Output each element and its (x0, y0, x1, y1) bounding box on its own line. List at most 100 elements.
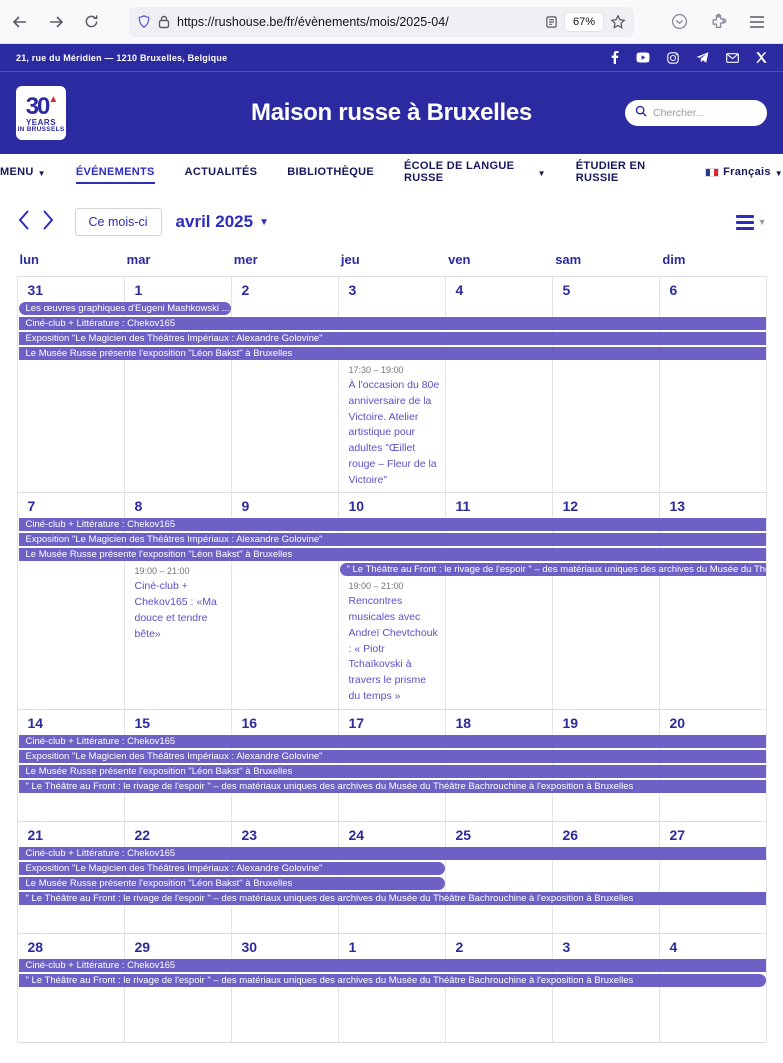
event-bar[interactable]: Le Musée Russe présente l'exposition "Lé… (18, 548, 766, 562)
event-bar[interactable]: Le Musée Russe présente l'exposition "Lé… (18, 876, 445, 890)
day-number[interactable]: 3 (562, 938, 571, 955)
nav-item-evenements[interactable]: ÉVÉNEMENTS (75, 160, 155, 184)
youtube-icon[interactable] (636, 52, 650, 63)
day-number[interactable]: 2 (455, 938, 464, 955)
day-number[interactable]: 14 (27, 714, 44, 731)
reader-mode-icon[interactable] (545, 15, 558, 29)
browser-chrome: https://rushouse.be/fr/évènements/mois/2… (0, 0, 783, 44)
nav-item-label: ÉCOLE DE LANGUE RUSSE (404, 160, 515, 184)
event-time: 17:30 – 19:00 (348, 365, 404, 375)
day-number[interactable]: 4 (669, 938, 678, 955)
zoom-level-badge[interactable]: 67% (564, 12, 603, 31)
event-bar[interactable]: " Le Théâtre au Front : le rivage de l'e… (18, 779, 766, 793)
x-twitter-icon[interactable] (756, 52, 767, 63)
nav-item-etudier-en-russie[interactable]: ÉTUDIER EN RUSSIE (576, 154, 675, 190)
day-number[interactable]: 3 (348, 282, 357, 298)
view-switcher[interactable]: ▼ (735, 214, 767, 230)
event-bar[interactable]: " Le Théâtre au Front : le rivage de l'e… (339, 563, 766, 577)
event-bar[interactable]: Le Musée Russe présente l'exposition "Lé… (18, 347, 766, 360)
instagram-icon[interactable] (667, 51, 679, 64)
tracking-shield-icon[interactable] (137, 14, 151, 29)
day-number[interactable]: 25 (455, 826, 472, 843)
extensions-puzzle-icon[interactable] (710, 13, 727, 30)
day-number[interactable]: 22 (134, 826, 151, 843)
day-number[interactable]: 4 (455, 282, 464, 298)
nav-item-menu[interactable]: MENU ▼ (0, 160, 46, 184)
nav-item-label: Français (723, 166, 771, 178)
day-number[interactable]: 13 (669, 498, 686, 515)
calendar-toolbar: Ce mois-ci avril 2025 ▼ ▼ (17, 190, 767, 252)
event-bar[interactable]: " Le Théâtre au Front : le rivage de l'e… (18, 973, 766, 987)
day-number[interactable]: 2 (241, 282, 250, 298)
back-icon[interactable] (12, 14, 28, 30)
day-number[interactable]: 18 (455, 714, 472, 731)
day-number[interactable]: 26 (562, 826, 579, 843)
day-number[interactable]: 30 (241, 938, 258, 955)
next-month-button[interactable] (42, 209, 55, 236)
email-icon[interactable] (726, 52, 739, 63)
event-bar[interactable]: Ciné-club + Littérature : Chekov165 (18, 734, 766, 748)
dow-label-dim: dim (662, 252, 686, 267)
day-number[interactable]: 21 (27, 826, 44, 843)
nav-item-ecole-de-langue-russe[interactable]: ÉCOLE DE LANGUE RUSSE ▼ (404, 154, 546, 190)
dow-label-sam: sam (555, 252, 582, 267)
day-number[interactable]: 23 (241, 826, 258, 843)
search-input[interactable] (653, 107, 757, 119)
day-number[interactable]: 7 (27, 498, 36, 515)
day-number[interactable]: 8 (134, 498, 143, 515)
url-bar[interactable]: https://rushouse.be/fr/évènements/mois/2… (129, 6, 634, 37)
search-box[interactable] (625, 100, 767, 126)
day-number[interactable]: 27 (669, 826, 686, 843)
day-number[interactable]: 28 (27, 938, 44, 955)
bookmark-star-icon[interactable] (610, 13, 626, 30)
day-number[interactable]: 31 (27, 282, 44, 298)
nav-item-francais[interactable]: Français ▼ (705, 160, 783, 184)
event-bar[interactable]: Le Musée Russe présente l'exposition "Lé… (18, 764, 766, 778)
timed-event[interactable]: 19:00 – 21:00 Ciné-club + Chekov165 : «Ma… (125, 563, 232, 708)
event-bar[interactable]: Ciné-club + Littérature : Chekov165 (18, 958, 766, 972)
day-number[interactable]: 16 (241, 714, 258, 731)
event-bar[interactable]: Ciné-club + Littérature : Chekov165 (18, 317, 766, 330)
telegram-icon[interactable] (696, 52, 709, 63)
month-title-dropdown[interactable]: avril 2025 ▼ (175, 212, 269, 231)
site-header: 30▲ YEARS IN BRUSSELS Maison russe à Bru… (0, 72, 783, 154)
event-bar[interactable]: Les œuvres graphiques d'Eugeni Mashkowsk… (18, 302, 231, 315)
calendar-week: 21 22 23 24 25 26 27 Ciné-club + Littérature : … (16, 820, 767, 933)
event-bar[interactable]: " Le Théâtre au Front : le rivage de l'e… (18, 891, 766, 905)
menu-hamburger-icon[interactable] (749, 15, 765, 29)
day-number[interactable]: 6 (669, 282, 678, 298)
pocket-icon[interactable] (671, 13, 688, 30)
reload-icon[interactable] (84, 14, 99, 29)
day-number[interactable]: 1 (134, 282, 143, 298)
timed-event[interactable]: 17:30 – 19:00 À l'occasion du 80e anniver… (339, 362, 446, 492)
site-logo[interactable]: 30▲ YEARS IN BRUSSELS (16, 86, 66, 140)
day-number[interactable]: 9 (241, 498, 250, 515)
nav-item-bibliotheque[interactable]: BIBLIOTHÈQUE (287, 160, 374, 184)
url-text[interactable]: https://rushouse.be/fr/évènements/mois/2… (177, 14, 449, 29)
facebook-icon[interactable] (611, 51, 619, 64)
event-bar[interactable]: Ciné-club + Littérature : Chekov165 (18, 846, 766, 860)
this-month-button[interactable]: Ce mois-ci (74, 208, 162, 236)
nav-item-actualites[interactable]: ACTUALITÉS (185, 160, 258, 184)
forward-icon[interactable] (48, 14, 64, 30)
event-bar[interactable]: Exposition "Le Magicien des Théâtres Imp… (18, 861, 445, 875)
day-number[interactable]: 12 (562, 498, 579, 515)
day-number[interactable]: 20 (669, 714, 686, 731)
calendar-week: 14 15 16 17 18 19 20 Ciné-club + Littérature : … (16, 708, 767, 821)
event-bar[interactable]: Exposition "Le Magicien des Théâtres Imp… (18, 749, 766, 763)
page-title: Maison russe à Bruxelles (251, 99, 532, 126)
day-number[interactable]: 1 (348, 938, 357, 955)
day-number[interactable]: 17 (348, 714, 365, 731)
day-number[interactable]: 29 (134, 938, 151, 955)
day-number[interactable]: 5 (562, 282, 571, 298)
day-number[interactable]: 24 (348, 826, 365, 843)
event-bar[interactable]: Exposition "Le Magicien des Théâtres Imp… (18, 332, 766, 345)
event-bar[interactable]: Exposition "Le Magicien des Théâtres Imp… (18, 533, 766, 547)
day-number[interactable]: 10 (348, 498, 365, 515)
day-number[interactable]: 19 (562, 714, 579, 731)
day-number[interactable]: 15 (134, 714, 151, 731)
timed-event[interactable]: 19:00 – 21:00 Rencontres musicales avec A… (339, 578, 446, 708)
day-number[interactable]: 11 (455, 498, 471, 515)
prev-month-button[interactable] (17, 209, 30, 236)
event-bar[interactable]: Ciné-club + Littérature : Chekov165 (18, 518, 766, 532)
